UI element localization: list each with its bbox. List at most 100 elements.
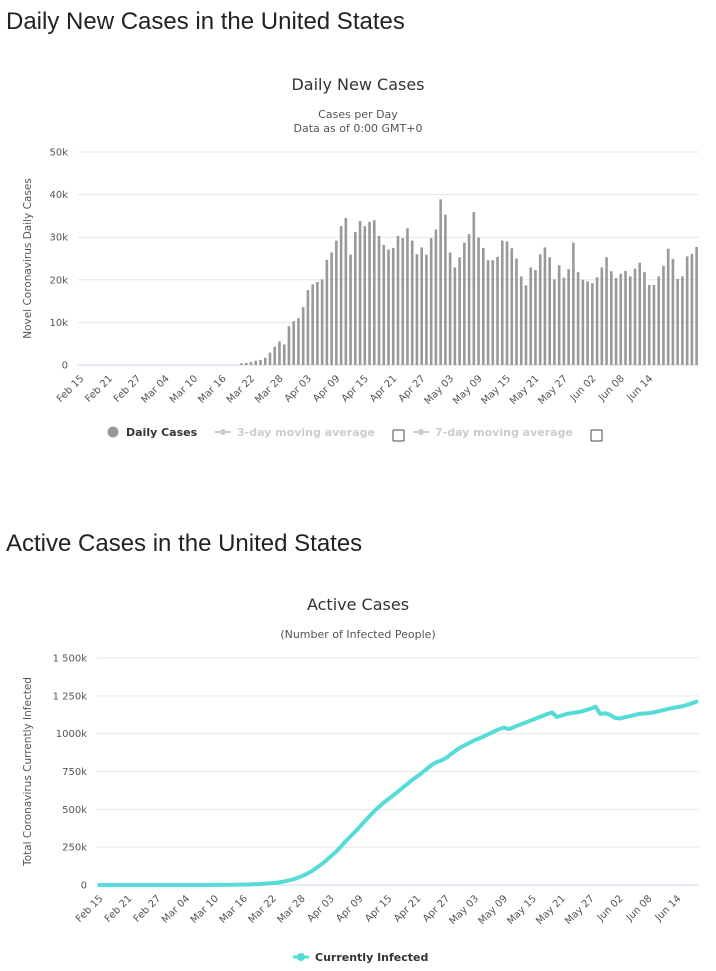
bar[interactable] <box>259 359 262 365</box>
bar[interactable] <box>249 362 253 365</box>
bar[interactable] <box>534 270 537 365</box>
bar[interactable] <box>363 226 367 365</box>
bar[interactable] <box>538 254 542 365</box>
bar[interactable] <box>524 285 528 365</box>
bar[interactable] <box>368 221 371 365</box>
bar[interactable] <box>377 235 381 365</box>
bar[interactable] <box>486 260 490 365</box>
bar[interactable] <box>372 220 376 365</box>
bar[interactable] <box>652 284 656 365</box>
bar[interactable] <box>316 281 319 365</box>
bar[interactable] <box>453 267 457 365</box>
bar[interactable] <box>685 256 689 365</box>
bar[interactable] <box>335 240 338 365</box>
bar[interactable] <box>633 268 637 365</box>
bar[interactable] <box>624 270 627 365</box>
bar[interactable] <box>429 238 433 365</box>
bar[interactable] <box>287 326 291 365</box>
bar[interactable] <box>619 273 623 365</box>
legend-item-currently-infected[interactable]: Currently Infected <box>293 951 428 964</box>
bar[interactable] <box>425 254 428 365</box>
bar[interactable] <box>467 234 471 365</box>
bar[interactable] <box>595 277 599 365</box>
bar[interactable] <box>320 279 324 365</box>
bar[interactable] <box>396 235 400 365</box>
bar[interactable] <box>325 259 329 365</box>
bar[interactable] <box>505 241 509 365</box>
bar[interactable] <box>444 214 447 365</box>
bar[interactable] <box>614 278 618 365</box>
checkbox-3-day-average[interactable] <box>392 429 405 442</box>
bar[interactable] <box>600 267 604 365</box>
bar[interactable] <box>695 246 698 365</box>
bar[interactable] <box>410 240 414 365</box>
bar[interactable] <box>581 279 585 365</box>
legend-item-7-day-average[interactable]: 7-day moving average <box>413 426 573 439</box>
bar[interactable] <box>349 254 352 365</box>
bar[interactable] <box>567 269 570 365</box>
legend-item-3-day-average[interactable]: 3-day moving average <box>215 426 375 439</box>
bar[interactable] <box>647 284 651 365</box>
bar[interactable] <box>543 247 547 365</box>
bar[interactable] <box>420 247 423 365</box>
bar[interactable] <box>415 254 419 365</box>
bar[interactable] <box>500 240 504 365</box>
bar[interactable] <box>448 252 452 365</box>
bar[interactable] <box>628 276 632 365</box>
bar[interactable] <box>477 237 480 365</box>
bar[interactable] <box>548 257 551 365</box>
bar[interactable] <box>311 284 314 365</box>
bar[interactable] <box>244 362 248 365</box>
bar[interactable] <box>406 228 409 365</box>
bar[interactable] <box>605 257 608 365</box>
bar[interactable] <box>681 276 684 365</box>
bar[interactable] <box>391 247 395 365</box>
bar[interactable] <box>557 265 561 365</box>
bar[interactable] <box>638 262 642 365</box>
bar[interactable] <box>401 238 405 365</box>
bar[interactable] <box>671 258 675 365</box>
bar[interactable] <box>354 232 357 365</box>
bar[interactable] <box>482 247 485 365</box>
bar[interactable] <box>382 244 386 365</box>
bar[interactable] <box>463 242 466 365</box>
bar[interactable] <box>496 256 499 365</box>
bar[interactable] <box>491 260 495 365</box>
bar[interactable] <box>263 357 267 365</box>
bar[interactable] <box>586 281 589 365</box>
bar[interactable] <box>572 242 575 365</box>
bar[interactable] <box>301 307 305 365</box>
bar[interactable] <box>510 248 514 365</box>
bar[interactable] <box>282 344 286 365</box>
bar[interactable] <box>292 321 295 365</box>
bar[interactable] <box>676 278 679 365</box>
bar[interactable] <box>609 271 613 365</box>
bar[interactable] <box>240 363 243 365</box>
bar[interactable] <box>666 248 670 365</box>
bar[interactable] <box>330 252 333 365</box>
bar[interactable] <box>458 257 461 365</box>
bar[interactable] <box>306 290 310 365</box>
bar[interactable] <box>553 279 556 365</box>
bar[interactable] <box>278 341 281 365</box>
bar[interactable] <box>273 346 277 365</box>
bar[interactable] <box>657 276 661 365</box>
bar[interactable] <box>529 267 533 365</box>
bar[interactable] <box>690 253 694 365</box>
bar[interactable] <box>472 212 476 365</box>
bar[interactable] <box>515 258 518 366</box>
bar[interactable] <box>643 272 646 365</box>
bar[interactable] <box>387 249 390 365</box>
bar[interactable] <box>434 229 438 365</box>
bar[interactable] <box>339 226 343 365</box>
bar[interactable] <box>268 352 272 365</box>
bar[interactable] <box>254 360 258 365</box>
legend-item-daily-cases[interactable]: Daily Cases <box>107 426 198 439</box>
bar[interactable] <box>519 276 523 365</box>
checkbox-7-day-average[interactable] <box>590 429 603 442</box>
bar[interactable] <box>562 277 566 365</box>
bar[interactable] <box>591 283 594 365</box>
series-line-currently-infected[interactable] <box>97 699 699 887</box>
bar[interactable] <box>662 265 665 365</box>
bar[interactable] <box>358 221 362 365</box>
